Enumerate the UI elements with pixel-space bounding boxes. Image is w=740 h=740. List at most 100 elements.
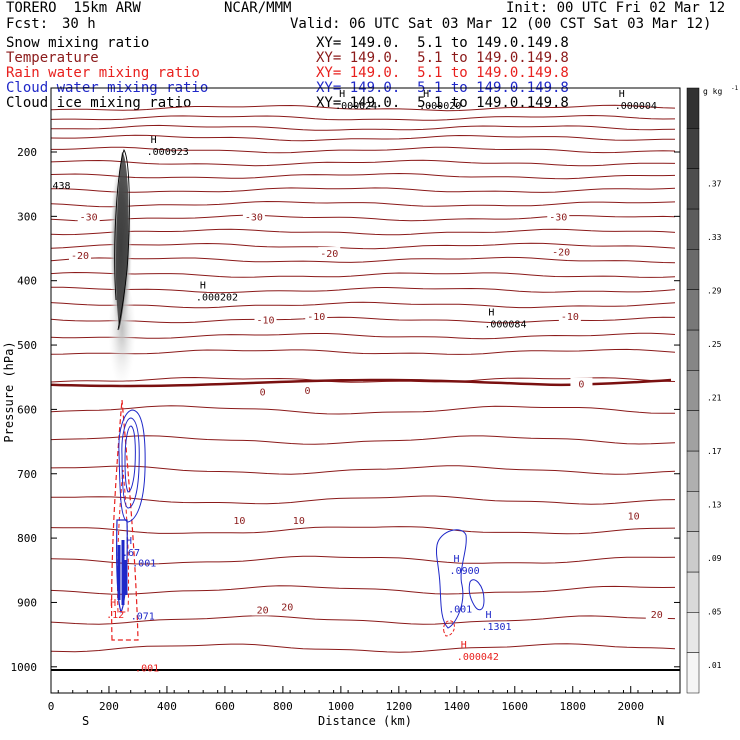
- y-tick-label: 800: [17, 532, 37, 545]
- extremum-marker: H: [619, 89, 625, 100]
- valid-time: Valid: 06 UTC Sat 03 Mar 12 (00 CST Sat …: [290, 16, 712, 32]
- y-tick-label: 900: [17, 596, 37, 609]
- isotherm: [51, 104, 676, 112]
- isotherm-label: 0: [260, 387, 266, 398]
- field-name-snow: Snow mixing ratio: [6, 35, 150, 51]
- colorbar-cell: [686, 571, 700, 613]
- extremum-marker: H: [200, 280, 206, 291]
- extremum-value: .12: [106, 610, 124, 621]
- colorbar-label: .25: [707, 340, 722, 349]
- x-tick-label: 400: [157, 700, 177, 713]
- cloud-water-east: [435, 529, 485, 629]
- colorbar-label: .37: [707, 180, 722, 189]
- colorbar-units-exponent: -1: [731, 85, 739, 92]
- extremum-marker: H: [151, 135, 157, 146]
- init-time: Init: 00 UTC Fri 02 Mar 12: [506, 0, 726, 16]
- isotherm-label: 10: [233, 516, 245, 527]
- x-tick-label: 200: [99, 700, 119, 713]
- colorbar-cell: [686, 87, 700, 129]
- colorbar-cell: [686, 612, 700, 653]
- isotherm: [51, 316, 676, 324]
- plot-frame: [50, 87, 681, 694]
- x-end-label: N: [657, 714, 664, 728]
- field-xy-temperature: XY= 149.0. 5.1 to 149.0.149.8: [316, 50, 569, 66]
- y-tick-label: 700: [17, 468, 37, 481]
- isotherm: [51, 555, 676, 565]
- x-tick-label: 1400: [444, 700, 471, 713]
- colorbar-label: .13: [707, 501, 722, 510]
- colorbar-label: .01: [707, 661, 722, 670]
- forecast-label: Fcst:: [6, 16, 49, 32]
- model-title: TORERO 15km ARW: [6, 0, 141, 16]
- extremum-value: .000084: [484, 319, 526, 330]
- colorbar-label: .21: [707, 394, 722, 403]
- colorbar-cell: [686, 168, 700, 210]
- isotherm: [51, 187, 676, 193]
- extremum-marker: H: [423, 89, 429, 100]
- isotherm-label: 10: [628, 512, 640, 523]
- colorbar-cell: [686, 410, 700, 452]
- isotherm-label: 20: [281, 602, 293, 613]
- isotherm-label-bg: [254, 313, 277, 326]
- isotherm: [51, 495, 676, 505]
- extremum-marker: H: [339, 89, 345, 100]
- isotherm-label: -10: [256, 315, 274, 326]
- colorbar: .01 .05 .09 .13 .17 .21 .25 .29 .33 .37: [686, 87, 722, 694]
- colorbar-cell: [686, 289, 700, 331]
- isotherm-lines: [51, 104, 676, 653]
- isotherm: [51, 348, 676, 355]
- isotherm: [51, 214, 676, 222]
- x-start-label: S: [82, 714, 89, 728]
- isotherm: [51, 526, 676, 535]
- isotherm: [51, 405, 676, 415]
- annotations: -30 -30 -30 -20 -20 -20 -10 -10 -10 0 0 0 10 10 10 20 20…: [52, 89, 668, 675]
- isotherm: [51, 435, 676, 445]
- isotherm-label: -30: [80, 212, 98, 223]
- isotherm-label-bg: [228, 514, 251, 527]
- colorbar-label: .33: [707, 233, 722, 242]
- isotherm-label-bg: [276, 600, 299, 613]
- isotherm-label-bg: [645, 608, 668, 621]
- extremum-value: .1301: [481, 622, 511, 633]
- y-tick-label: 600: [17, 403, 37, 416]
- isotherm-label-bg: [318, 247, 341, 260]
- colorbar-cell: [686, 128, 700, 169]
- isotherm: [51, 615, 676, 625]
- colorbar-cell: [686, 249, 700, 290]
- isotherm: [51, 271, 676, 278]
- extremum-value: .000020: [419, 101, 461, 112]
- isotherm: [51, 228, 676, 236]
- colorbar-cell: [686, 329, 700, 371]
- x-tick-label: 600: [215, 700, 235, 713]
- x-tick-label: 1600: [502, 700, 529, 713]
- field-name-temperature: Temperature: [6, 50, 99, 66]
- isotherm: [51, 286, 676, 294]
- isotherm: [51, 332, 676, 340]
- field-name-rain: Rain water mixing ratio: [6, 65, 200, 81]
- isotherm: [51, 114, 676, 121]
- extremum-marker: H: [485, 610, 491, 621]
- extremum-value: .000923: [147, 147, 189, 158]
- extremum-marker: H: [126, 536, 132, 547]
- isotherm-label-bg: [622, 509, 645, 522]
- isotherm-label-bg: [251, 603, 274, 616]
- colorbar-label: .09: [707, 554, 722, 563]
- extremum-value: 438: [52, 181, 70, 192]
- x-tick-label: 1800: [560, 700, 587, 713]
- rain-contour-east: [443, 620, 455, 637]
- extremum-marker: H: [461, 640, 467, 651]
- isotherm-label-bg: [251, 385, 274, 398]
- isotherm-label-bg: [296, 384, 319, 397]
- extremum-value: .001: [132, 559, 156, 570]
- isotherm-label-bg: [77, 210, 100, 223]
- x-tick-label: 0: [48, 700, 55, 713]
- isotherm-label: 0: [578, 380, 584, 391]
- x-tick-label: 800: [273, 700, 293, 713]
- y-tick-label: 400: [17, 275, 37, 288]
- x-axis: 0 200 400 600 800 1000 1200 1400 1600 1800 2000: [48, 686, 668, 713]
- extremum-value: .001: [448, 604, 472, 615]
- isotherm-label-bg: [550, 245, 573, 258]
- x-tick-label: 1200: [386, 700, 413, 713]
- field-xy-rain: XY= 149.0. 5.1 to 149.0.149.8: [316, 65, 569, 81]
